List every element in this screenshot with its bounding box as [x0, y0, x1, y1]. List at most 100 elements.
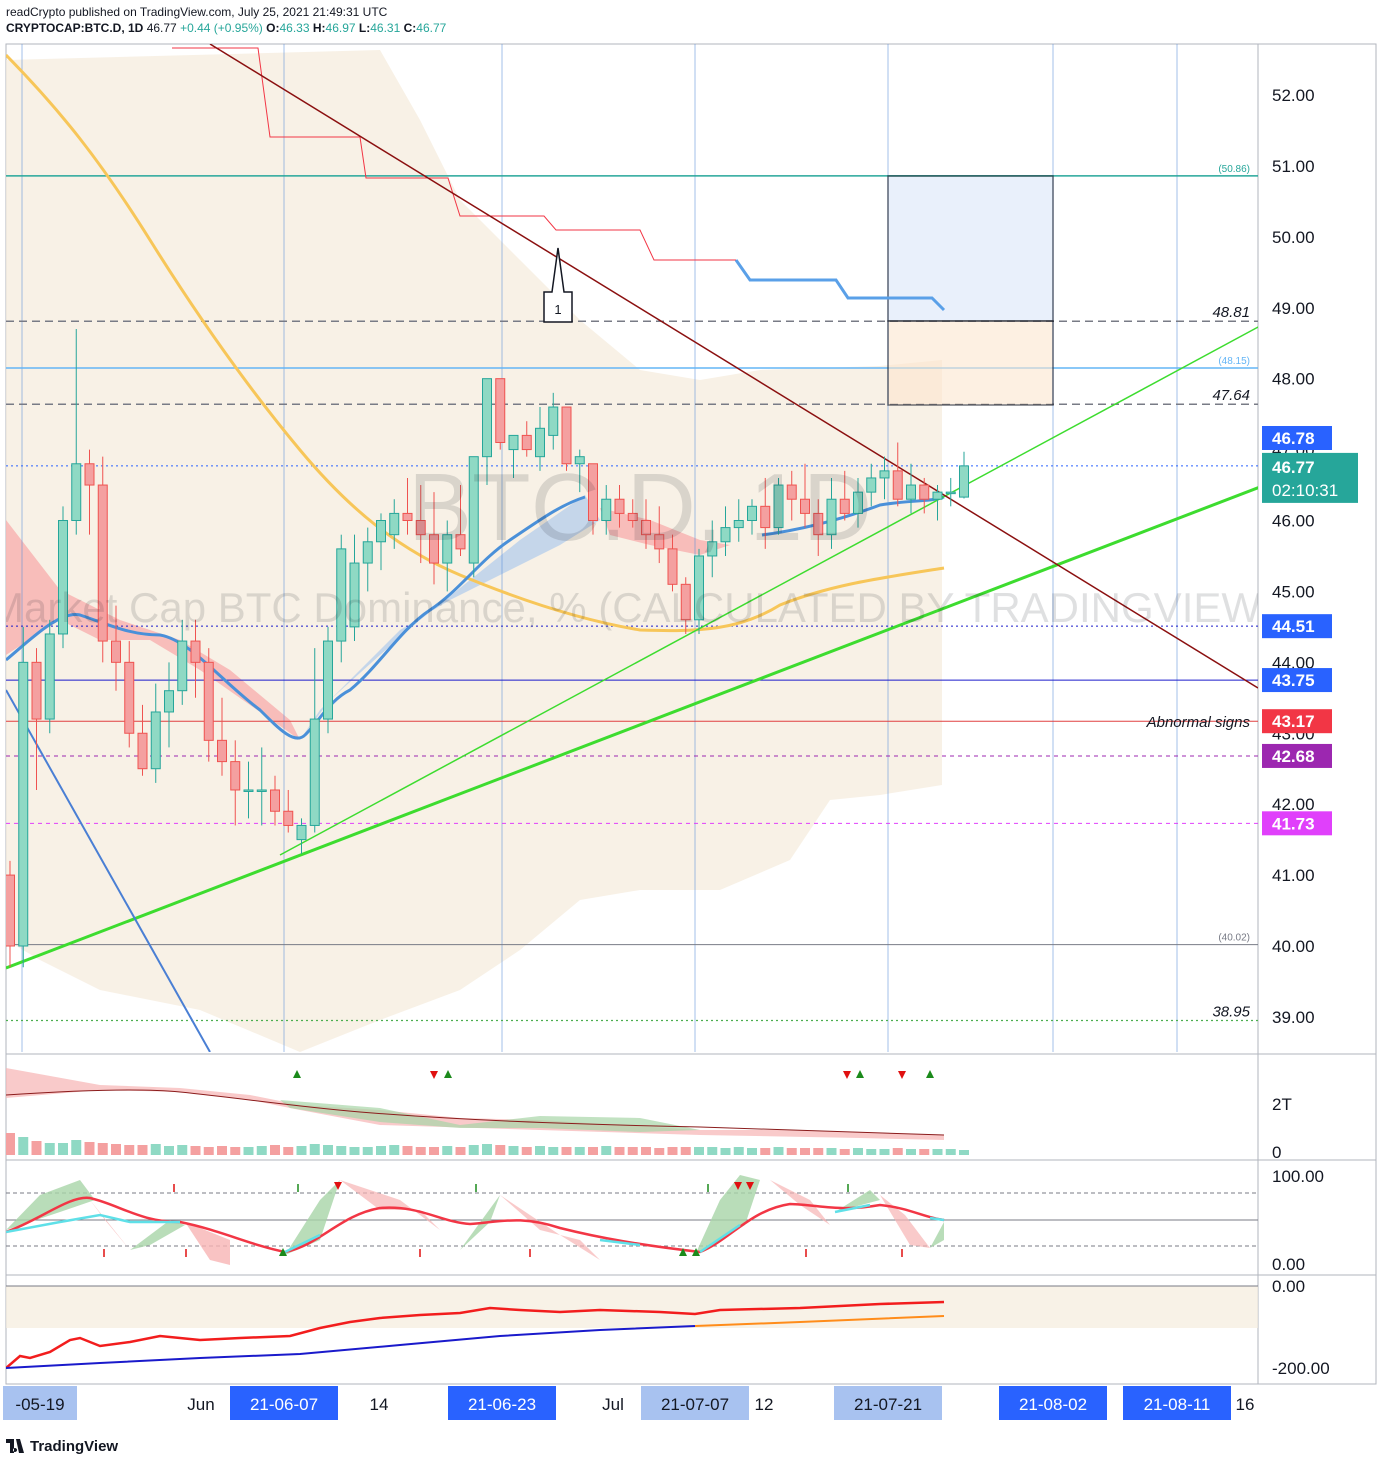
candle-20[interactable] [270, 775, 280, 826]
candle-65[interactable] [866, 463, 877, 507]
candle-0[interactable] [6, 860, 15, 968]
candle-5[interactable] [71, 329, 82, 535]
candle-2[interactable] [31, 648, 42, 790]
candle-50[interactable] [667, 534, 678, 592]
candle-19[interactable] [256, 747, 267, 826]
candle-70[interactable] [932, 485, 943, 521]
candle-67[interactable] [892, 442, 903, 507]
candle-28[interactable] [376, 513, 386, 571]
candle-40[interactable] [535, 407, 545, 471]
candle-49[interactable] [654, 506, 665, 564]
candle-45[interactable] [601, 485, 612, 535]
candle-60[interactable] [800, 463, 810, 528]
candle-33[interactable] [442, 520, 453, 592]
lower-indicator-pane[interactable] [6, 1285, 1258, 1369]
volume-bar-49 [654, 1148, 665, 1155]
candle-59[interactable] [786, 470, 797, 521]
candle-24[interactable] [323, 626, 333, 734]
candle-13[interactable] [177, 619, 188, 705]
candle-57[interactable] [760, 477, 771, 549]
candle-58[interactable] [773, 477, 784, 535]
candle-10[interactable] [137, 704, 148, 776]
candle-63[interactable] [839, 470, 850, 521]
candle-68[interactable] [906, 463, 916, 514]
candle-62[interactable] [826, 477, 837, 549]
candle-8[interactable] [111, 605, 121, 691]
time-axis[interactable]: -05-19 Jun 21-06-07 14 21-06-23 Jul 21-07-07 12… [3, 1386, 1254, 1420]
candle-42[interactable] [561, 406, 572, 471]
time-label-8[interactable]: 21-07-21 [834, 1386, 942, 1420]
candle-25[interactable] [336, 534, 347, 663]
candle-17[interactable] [230, 740, 241, 826]
candle-4[interactable] [58, 506, 68, 649]
candle-22[interactable] [296, 818, 307, 854]
volume-pane[interactable] [5, 1068, 969, 1155]
candle-23[interactable] [309, 648, 320, 833]
price-axis[interactable]: 52.0051.0050.0049.0048.0047.0046.0045.00… [1272, 86, 1315, 1027]
candle-3[interactable] [44, 619, 55, 734]
candle-1[interactable] [18, 626, 29, 968]
candle-12[interactable] [164, 662, 174, 748]
candle-26[interactable] [349, 534, 360, 642]
candle-29[interactable] [389, 499, 400, 549]
candle-46[interactable] [614, 485, 625, 528]
oscillator-pane[interactable] [6, 1175, 1258, 1265]
time-label-2[interactable]: 21-06-07 [230, 1386, 338, 1420]
volume-bar-71 [945, 1149, 956, 1155]
candle-6[interactable] [84, 449, 95, 535]
candle-54[interactable] [720, 506, 731, 556]
candle-55[interactable] [733, 499, 744, 542]
candle-56[interactable] [747, 499, 757, 535]
chart-canvas[interactable]: (50.86) 48.81 (48.15) 47.64 (40.02) 38.95 1 B… [0, 0, 1382, 1430]
osc-signal-4 [734, 1182, 742, 1190]
candle-52[interactable] [694, 548, 704, 634]
candle-53[interactable] [707, 520, 718, 578]
time-label-0[interactable]: -05-19 [3, 1386, 77, 1420]
candle-64[interactable] [853, 477, 863, 528]
candle-18[interactable] [243, 761, 254, 819]
volume-bar-63 [839, 1149, 850, 1155]
time-label-11: 16 [1236, 1395, 1255, 1414]
candle-9[interactable] [124, 641, 135, 748]
time-label-10[interactable]: 21-08-11 [1123, 1386, 1231, 1420]
candle-37[interactable] [495, 378, 506, 450]
candle-11[interactable] [150, 683, 161, 783]
candle-31[interactable] [415, 485, 426, 564]
candle-66[interactable] [879, 456, 890, 500]
candlestick-series[interactable] [6, 329, 969, 968]
tradingview-logo[interactable]: TradingView [6, 1438, 118, 1455]
symbol-name[interactable]: CRYPTOCAP:BTC.D, 1D [6, 21, 144, 35]
candle-16[interactable] [217, 697, 227, 776]
candle-41[interactable] [548, 392, 559, 450]
candle-39[interactable] [521, 421, 532, 457]
candle-34[interactable] [455, 485, 466, 556]
price-label-3: 43.75 [1262, 668, 1332, 693]
candle-44[interactable] [588, 463, 598, 535]
candle-15[interactable] [203, 648, 214, 762]
candle-48[interactable] [641, 499, 651, 549]
candle-32[interactable] [429, 492, 439, 585]
candle-51[interactable] [680, 577, 691, 634]
candle-21[interactable] [283, 789, 294, 833]
high-label: H: [312, 21, 326, 35]
candle-71[interactable] [945, 477, 956, 507]
candle-69[interactable] [919, 477, 930, 514]
candle-38[interactable] [508, 434, 519, 478]
candle-7[interactable] [97, 456, 108, 663]
callout-marker[interactable] [543, 247, 573, 323]
time-label-6[interactable]: 21-07-07 [641, 1386, 749, 1420]
time-label-4[interactable]: 21-06-23 [448, 1386, 556, 1420]
candle-30[interactable] [402, 477, 413, 535]
candle-14[interactable] [190, 619, 201, 698]
candle-35[interactable] [468, 456, 479, 578]
candle-47[interactable] [627, 499, 638, 528]
time-label-9[interactable]: 21-08-02 [999, 1386, 1107, 1420]
candle-36[interactable] [482, 378, 492, 486]
candle-61[interactable] [813, 499, 824, 556]
volume-bar-25 [336, 1146, 347, 1155]
candle-43[interactable] [574, 449, 585, 493]
stop-box[interactable] [887, 320, 1054, 406]
candle-27[interactable] [362, 527, 373, 592]
candle-72[interactable] [959, 451, 969, 499]
main-price-pane[interactable]: (50.86) 48.81 (48.15) 47.64 (40.02) 38.95 1 B… [0, 44, 1275, 1384]
